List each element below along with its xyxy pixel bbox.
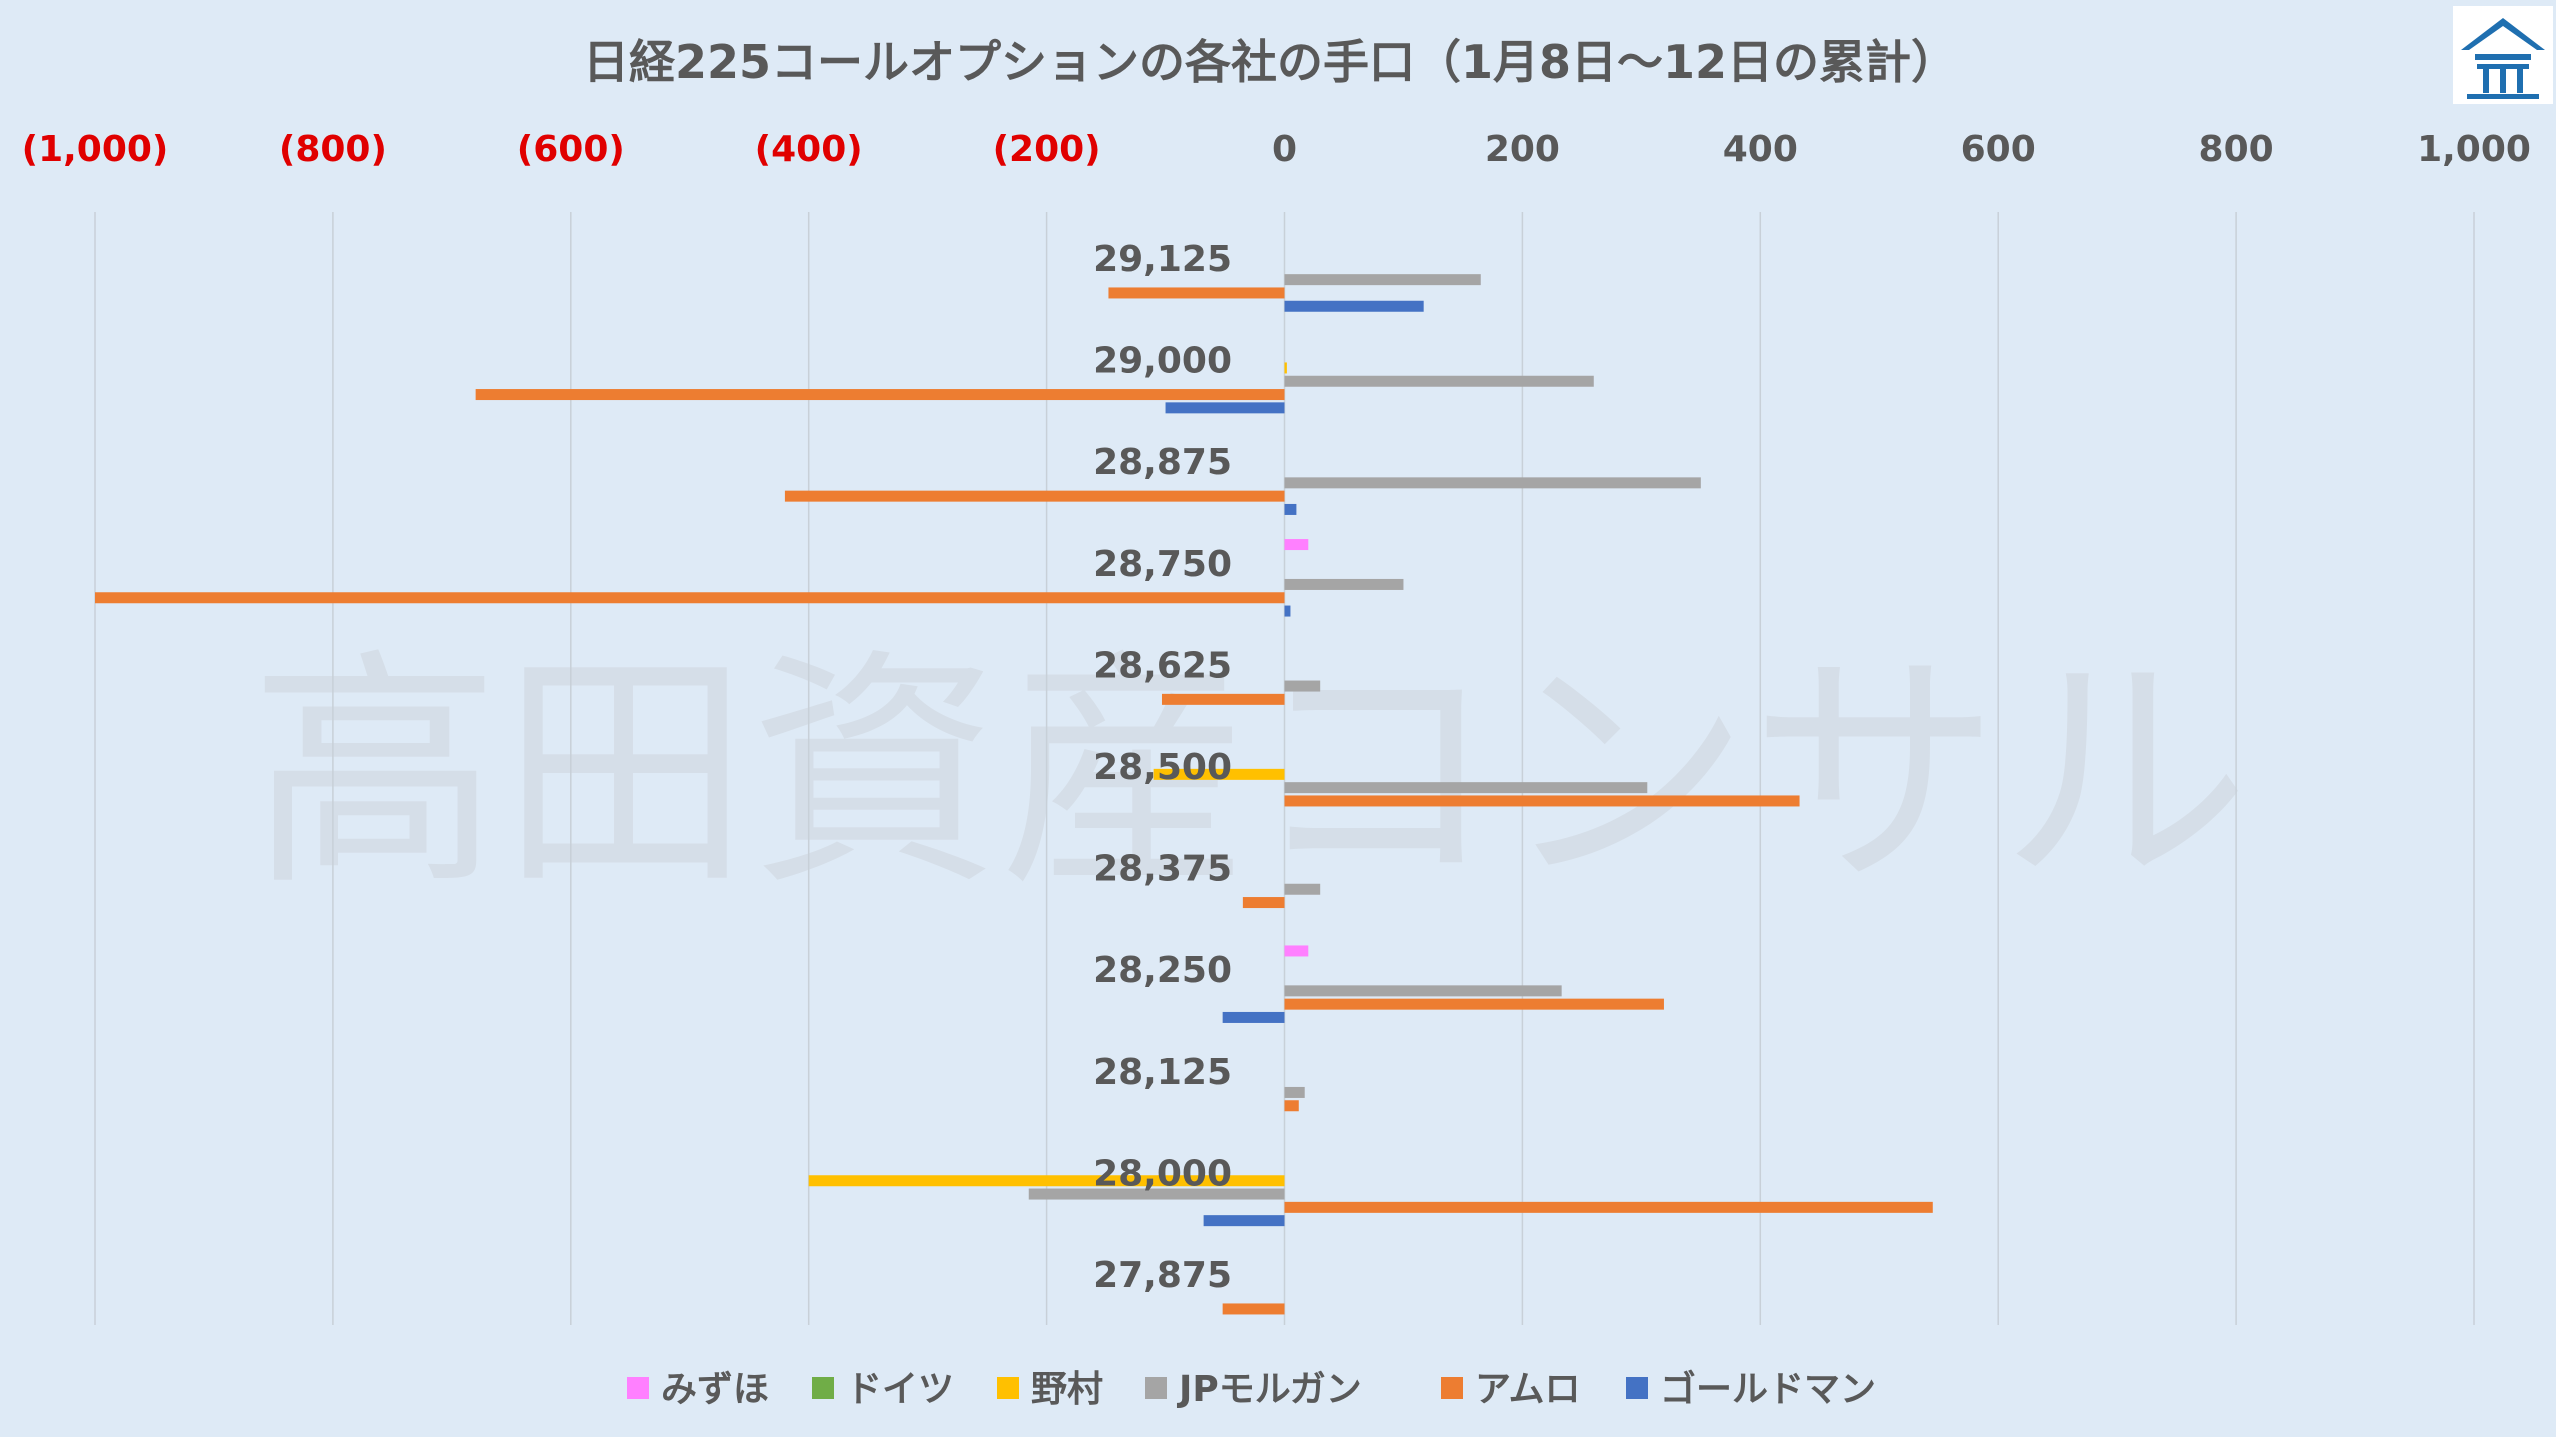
bar-6-4 [1284,605,1291,617]
category-label: 28,125 [1093,1052,1232,1093]
x-tick-label: 400 [1723,129,1798,170]
x-tick-label: 800 [2199,129,2274,170]
bar-6-3 [1284,503,1297,515]
bar-5-7 [1242,897,1285,909]
house-logo-icon [2453,6,2553,104]
bar-4-6 [1284,782,1648,794]
bar-4-7 [1284,883,1321,895]
x-tick-label: 200 [1485,129,1560,170]
legend-swatch [997,1377,1019,1399]
legend-label: みずほ [661,1369,769,1410]
x-tick-label: (800) [279,129,387,170]
bar-6-1 [1284,300,1424,312]
legend-label: JPモルガン [1176,1369,1362,1410]
bar-6-10 [1203,1215,1285,1227]
bar-5-3 [784,490,1285,502]
bar-3-6 [1153,768,1285,780]
legend[interactable]: みずほ ドイツ 野村 JPモルガン アムロ ゴールドマン [627,1368,1876,1410]
category-label: 28,250 [1093,950,1232,991]
bar-5-9 [1284,1100,1299,1112]
legend-swatch [1626,1377,1648,1399]
category-label: 29,125 [1093,239,1232,280]
category-label: 28,500 [1093,747,1232,788]
legend-swatch [812,1377,834,1399]
bar-5-1 [1108,287,1285,299]
x-tick-label: (400) [755,129,863,170]
bar-3-10 [808,1175,1285,1187]
category-label: 28,000 [1093,1153,1232,1194]
category-label: 29,000 [1093,341,1232,382]
category-label: 28,750 [1093,544,1232,585]
bar-4-2 [1284,375,1594,387]
bar-5-10 [1284,1201,1933,1213]
legend-label: ゴールドマン [1660,1368,1876,1410]
legend-swatch [1145,1377,1167,1399]
x-tick-label: 1,000 [2417,129,2531,170]
x-tick-label: (1,000) [22,129,169,170]
category-label: 28,625 [1093,645,1232,686]
x-tick-label: (200) [993,129,1101,170]
category-label: 28,375 [1093,849,1232,890]
bar-5-11 [1222,1303,1285,1315]
x-tick-label: (600) [517,129,625,170]
legend-label: 野村 [1031,1369,1103,1410]
legend-label: ドイツ [846,1369,954,1410]
bar-5-6 [1284,795,1800,807]
bar-6-8 [1222,1011,1285,1023]
bar-3-2 [1284,362,1287,374]
chart-title: 日経225コールオプションの各社の手口（1月8日～12日の累計） [583,35,1957,89]
x-tick-label: 0 [1272,129,1297,170]
bar-5-5 [1161,693,1285,705]
bar-4-5 [1284,680,1321,692]
x-axis-ticks: (1,000) (800) (600) (400) (200) 0 200 400 600 800… [22,129,2531,170]
bar-4-3 [1284,477,1701,489]
legend-swatch [627,1377,649,1399]
bar-4-10 [1028,1188,1285,1200]
bar-4-4 [1284,578,1404,590]
legend-label: アムロ [1475,1369,1580,1410]
category-label: 27,875 [1093,1255,1232,1296]
legend-swatch [1441,1377,1463,1399]
bars [95,274,1933,1315]
bar-4-9 [1284,1086,1305,1098]
bar-1-4 [1284,539,1309,551]
category-label: 28,875 [1093,442,1232,483]
bar-5-8 [1284,998,1664,1010]
bar-1-8 [1284,945,1309,957]
bar-6-2 [1165,402,1285,414]
bar-4-1 [1284,274,1481,286]
category-labels: 29,125 29,000 28,875 28,750 28,625 28,500 28,3… [1093,239,1232,1296]
bar-4-8 [1284,985,1562,997]
x-tick-label: 600 [1961,129,2036,170]
bar-5-4 [95,592,1285,604]
bar-5-2 [475,389,1285,401]
